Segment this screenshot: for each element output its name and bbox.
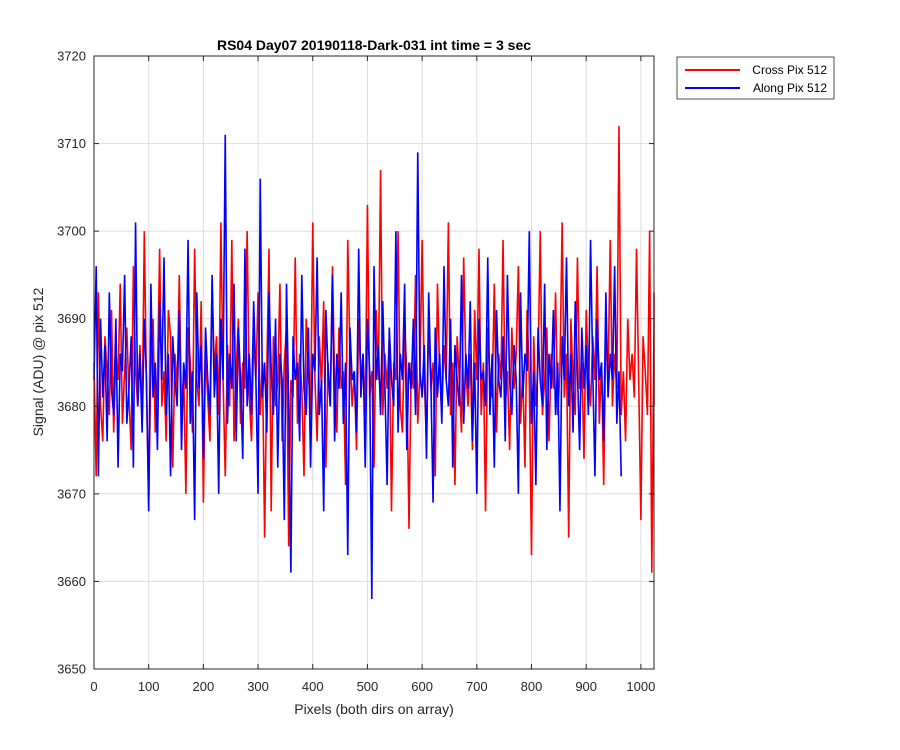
plot-frame (93, 55, 655, 670)
x-tick-labels: 0 100 200 300 400 500 600 700 800 900 1000 (90, 679, 655, 694)
y-tick-label: 3690 (57, 311, 86, 326)
legend-label-cross: Cross Pix 512 (752, 63, 827, 77)
x-axis-label: Pixels (both dirs on array) (294, 701, 454, 717)
y-tick-label: 3660 (57, 574, 86, 589)
y-tick-label: 3710 (57, 136, 86, 151)
legend-box (676, 56, 835, 100)
chart-title: RS04 Day07 20190118-Dark-031 int time = … (217, 37, 531, 53)
tick-marks (93, 55, 654, 670)
x-tick-label: 1000 (626, 679, 655, 694)
x-tick-label: 0 (90, 679, 97, 694)
x-tick-label: 700 (466, 679, 488, 694)
x-tick-label: 200 (193, 679, 215, 694)
legend: Cross Pix 512 Along Pix 512 (676, 56, 835, 100)
x-tick-label: 900 (575, 679, 597, 694)
y-axis-label: Signal (ADU) @ pix 512 (30, 287, 46, 436)
x-tick-label: 300 (247, 679, 269, 694)
series-lines (93, 126, 655, 599)
x-tick-label: 100 (138, 679, 160, 694)
x-tick-label: 600 (411, 679, 433, 694)
y-tick-label: 3680 (57, 399, 86, 414)
y-tick-label: 3700 (57, 224, 86, 239)
series-line-along-pix-512 (93, 134, 622, 599)
y-tick-labels: 3650 3660 3670 3680 3690 3700 3710 3720 (57, 49, 86, 677)
x-tick-label: 400 (302, 679, 324, 694)
legend-label-along: Along Pix 512 (753, 81, 827, 95)
y-tick-label: 3720 (57, 49, 86, 64)
x-tick-label: 800 (521, 679, 543, 694)
x-tick-label: 500 (357, 679, 379, 694)
y-tick-label: 3670 (57, 486, 86, 501)
y-tick-label: 3650 (57, 662, 86, 677)
